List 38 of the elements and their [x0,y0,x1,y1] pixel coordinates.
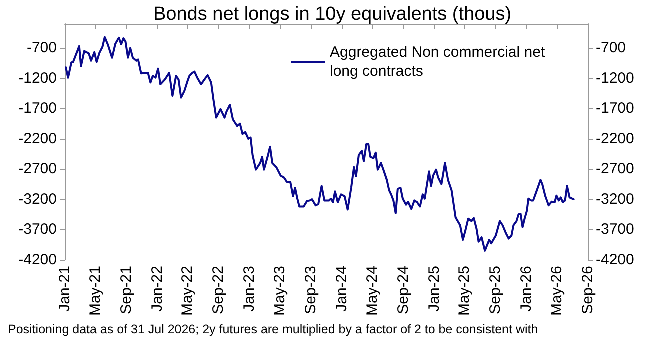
y-tick-label: -700 [26,40,57,57]
y-tick-label: -2700 [18,160,57,178]
x-tick-label: Jan-25 [426,266,443,312]
x-tick-label: May-23 [271,266,288,316]
x-tick-label: Jan-23 [241,266,258,312]
y-tick-label: -3200 [18,190,57,208]
y2-tick-label: -1700 [596,100,634,118]
x-tick-label: Sep-22 [210,266,228,314]
x-tick-label: Sep-25 [487,266,504,314]
x-tick-label: Sep-21 [118,266,135,314]
y2-tick-label: -1200 [596,70,634,87]
y-tick-label: -2200 [18,130,57,148]
chart-title: Bonds net longs in 10y equivalents (thous) [153,4,512,25]
y-tick-label: -4200 [18,252,57,268]
x-tick-label: Sep-26 [580,266,596,314]
line-series [65,36,575,252]
y2-tick-label: -2200 [596,130,634,148]
y-tick-label: -3700 [18,221,57,238]
x-tick-label: Sep-23 [302,266,320,314]
x-tick-label: May-24 [364,266,381,316]
x-tick-label: Jan-24 [333,266,350,312]
x-tick-label: May-22 [179,266,196,316]
x-tick-label: Jan-26 [518,266,536,312]
y-tick-label: -1200 [18,70,57,87]
y2-tick-label: -700 [596,40,626,57]
legend-label: Aggregated Non commercial net long contracts [330,44,550,80]
x-tick-label: Jan-21 [56,266,74,312]
y2-tick-label: -4200 [596,252,634,268]
x-tick-label: Jan-22 [148,266,166,312]
y2-tick-label: -2700 [596,160,634,178]
y-tick-label: -1700 [18,100,57,118]
x-tick-label: May-25 [456,266,474,316]
text: Positioning data as of 31 Jul 2026; 2y futures are multiplied by a factor of 2 to be consistent with [8,322,538,336]
y2-tick-label: -3700 [596,221,634,238]
x-tick-label: Sep-24 [394,266,412,314]
x-tick-label: May-21 [86,266,104,316]
x-tick-label: May-26 [548,266,566,316]
y2-tick-label: -3200 [596,190,634,208]
